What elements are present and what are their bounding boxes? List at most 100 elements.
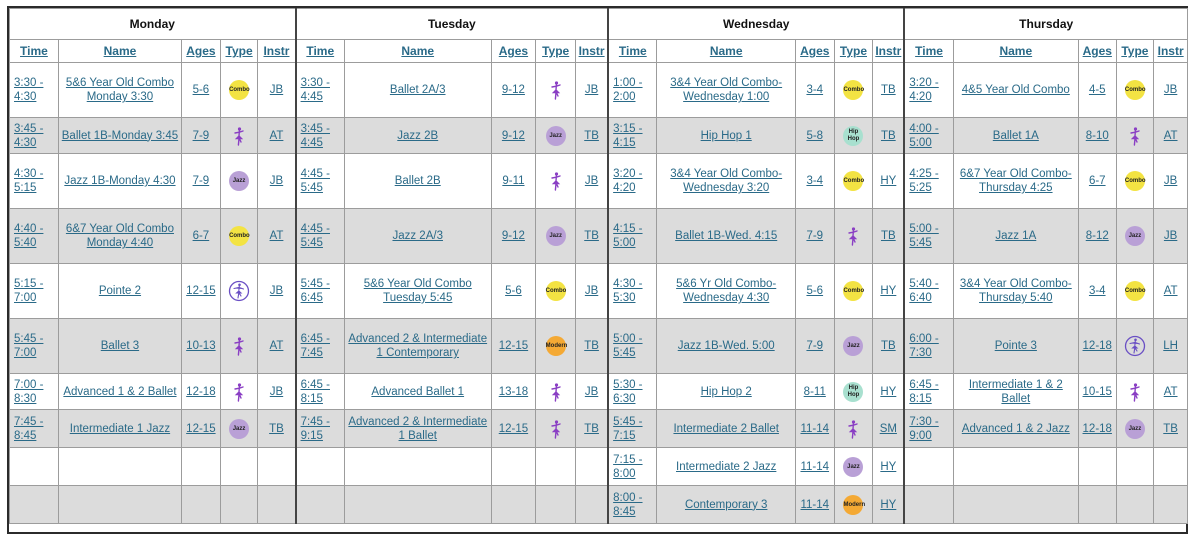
class-instr-link[interactable]: JB [269, 285, 284, 297]
class-time-link[interactable]: 3:30 - 4:45 [300, 77, 330, 103]
class-instr-link[interactable]: HY [880, 175, 897, 187]
class-instr-link[interactable]: AT [269, 129, 284, 142]
class-ages-link[interactable]: 9-12 [501, 84, 525, 96]
column-header-time-monday[interactable]: Time [9, 39, 59, 63]
class-instr-link[interactable]: HY [880, 460, 897, 473]
class-name-link[interactable]: 6&7 Year Old Combo-Thursday 4:25 [959, 168, 1072, 194]
class-ages-link[interactable]: 12-18 [1082, 340, 1112, 352]
class-time-link[interactable]: 7:30 - 9:00 [909, 415, 939, 442]
class-instr-link[interactable]: HY [880, 498, 897, 511]
class-ages-link[interactable]: 10-15 [1082, 385, 1112, 398]
class-time-link[interactable]: 6:45 - 8:15 [300, 378, 330, 405]
class-ages-link[interactable]: 12-15 [186, 285, 216, 297]
class-time-link[interactable]: 7:00 - 8:30 [14, 378, 44, 405]
class-time-link[interactable]: 4:25 - 5:25 [909, 168, 939, 194]
class-name-link[interactable]: Intermediate 2 Jazz [676, 460, 777, 473]
class-ages-link[interactable]: 9-12 [501, 129, 525, 142]
column-header-ages-tuesday[interactable]: Ages [490, 39, 537, 63]
class-ages-link[interactable]: 8-11 [803, 385, 826, 398]
class-time-link[interactable]: 5:15 - 7:00 [14, 278, 44, 304]
class-name-link[interactable]: 6&7 Year Old Combo Monday 4:40 [65, 223, 174, 249]
class-instr-link[interactable]: TB [880, 84, 896, 96]
class-instr-link[interactable]: AT [1163, 129, 1178, 142]
column-header-name-thursday[interactable]: Name [952, 39, 1079, 63]
class-ages-link[interactable]: 9-11 [502, 175, 525, 187]
class-time-link[interactable]: 3:15 - 4:15 [613, 122, 643, 149]
class-name-link[interactable]: Ballet 1B-Monday 3:45 [61, 129, 179, 142]
class-instr-link[interactable]: TB [269, 422, 284, 435]
class-name-link[interactable]: Hip Hop 2 [700, 385, 752, 398]
class-name-link[interactable]: Pointe 2 [98, 285, 142, 297]
class-ages-link[interactable]: 5-6 [806, 285, 824, 297]
class-time-link[interactable]: 4:45 - 5:45 [300, 168, 330, 194]
class-name-link[interactable]: Jazz 2A/3 [392, 230, 443, 242]
class-instr-link[interactable]: TB [584, 340, 599, 352]
class-ages-link[interactable]: 11-14 [800, 422, 830, 435]
class-instr-link[interactable]: JB [1163, 230, 1178, 242]
class-ages-link[interactable]: 7-9 [192, 175, 210, 187]
class-instr-link[interactable]: TB [584, 129, 599, 142]
column-header-instr-tuesday[interactable]: Instr [575, 39, 609, 63]
class-name-link[interactable]: Hip Hop 1 [700, 129, 752, 142]
class-ages-link[interactable]: 4-5 [1088, 84, 1106, 96]
class-name-link[interactable]: Ballet 2A/3 [389, 84, 446, 96]
column-header-type-monday[interactable]: Type [219, 39, 259, 63]
class-time-link[interactable]: 4:45 - 5:45 [300, 223, 330, 249]
class-name-link[interactable]: 5&6 Year Old Combo Tuesday 5:45 [363, 278, 472, 304]
class-time-link[interactable]: 4:30 - 5:15 [14, 168, 44, 194]
class-instr-link[interactable]: AT [1163, 385, 1178, 398]
class-name-link[interactable]: Ballet 3 [100, 340, 140, 352]
class-instr-link[interactable]: JB [584, 84, 599, 96]
column-header-ages-thursday[interactable]: Ages [1077, 39, 1117, 63]
class-name-link[interactable]: Contemporary 3 [684, 498, 768, 511]
class-ages-link[interactable]: 3-4 [806, 84, 824, 96]
class-instr-link[interactable]: AT [269, 230, 284, 242]
class-instr-link[interactable]: AT [1163, 285, 1178, 297]
class-instr-link[interactable]: JB [269, 385, 284, 398]
class-ages-link[interactable]: 7-9 [192, 129, 210, 142]
column-header-time-tuesday[interactable]: Time [294, 39, 345, 63]
class-name-link[interactable]: Jazz 1A [995, 230, 1037, 242]
class-ages-link[interactable]: 7-9 [806, 230, 824, 242]
column-header-time-wednesday[interactable]: Time [607, 39, 658, 63]
class-ages-link[interactable]: 13-18 [498, 385, 529, 398]
class-ages-link[interactable]: 6-7 [192, 230, 210, 242]
class-time-link[interactable]: 8:00 - 8:45 [613, 491, 643, 518]
column-header-name-monday[interactable]: Name [57, 39, 183, 63]
class-name-link[interactable]: 3&4 Year Old Combo-Thursday 5:40 [959, 278, 1072, 304]
class-name-link[interactable]: Pointe 3 [994, 340, 1037, 352]
column-header-ages-monday[interactable]: Ages [181, 39, 221, 63]
class-time-link[interactable]: 7:45 - 9:15 [300, 415, 330, 442]
class-time-link[interactable]: 1:00 - 2:00 [613, 77, 643, 103]
class-time-link[interactable]: 5:00 - 5:45 [613, 333, 643, 359]
class-ages-link[interactable]: 11-14 [800, 498, 830, 511]
column-header-name-wednesday[interactable]: Name [656, 39, 796, 63]
column-header-ages-wednesday[interactable]: Ages [794, 39, 835, 63]
class-time-link[interactable]: 6:45 - 8:15 [909, 378, 939, 405]
class-time-link[interactable]: 3:20 - 4:20 [613, 168, 643, 194]
class-time-link[interactable]: 4:15 - 5:00 [613, 223, 643, 249]
class-name-link[interactable]: Jazz 1B-Wed. 5:00 [677, 340, 775, 352]
column-header-time-thursday[interactable]: Time [903, 39, 954, 63]
class-time-link[interactable]: 7:15 - 8:00 [613, 453, 643, 480]
class-instr-link[interactable]: JB [1163, 84, 1178, 96]
class-time-link[interactable]: 3:30 - 4:30 [14, 77, 44, 103]
class-instr-link[interactable]: JB [584, 285, 599, 297]
class-name-link[interactable]: Jazz 1B-Monday 4:30 [64, 175, 176, 187]
class-name-link[interactable]: Advanced 1 & 2 Ballet [63, 385, 177, 398]
class-ages-link[interactable]: 3-4 [806, 175, 824, 187]
class-time-link[interactable]: 7:45 - 8:45 [14, 415, 44, 442]
class-name-link[interactable]: Advanced 2 & Intermediate 1 Ballet [348, 415, 488, 442]
class-ages-link[interactable]: 12-18 [186, 385, 216, 398]
class-ages-link[interactable]: 8-10 [1085, 129, 1109, 142]
class-name-link[interactable]: Ballet 1A [992, 129, 1039, 142]
class-ages-link[interactable]: 7-9 [806, 340, 824, 352]
class-name-link[interactable]: 3&4 Year Old Combo-Wednesday 3:20 [670, 168, 783, 194]
column-header-name-tuesday[interactable]: Name [343, 39, 492, 63]
class-name-link[interactable]: Advanced 1 & 2 Jazz [961, 422, 1070, 435]
class-instr-link[interactable]: JB [269, 175, 284, 187]
class-time-link[interactable]: 5:45 - 7:00 [14, 333, 44, 359]
class-time-link[interactable]: 3:20 - 4:20 [909, 77, 939, 103]
class-instr-link[interactable]: TB [880, 129, 896, 142]
class-name-link[interactable]: Jazz 2B [397, 129, 439, 142]
